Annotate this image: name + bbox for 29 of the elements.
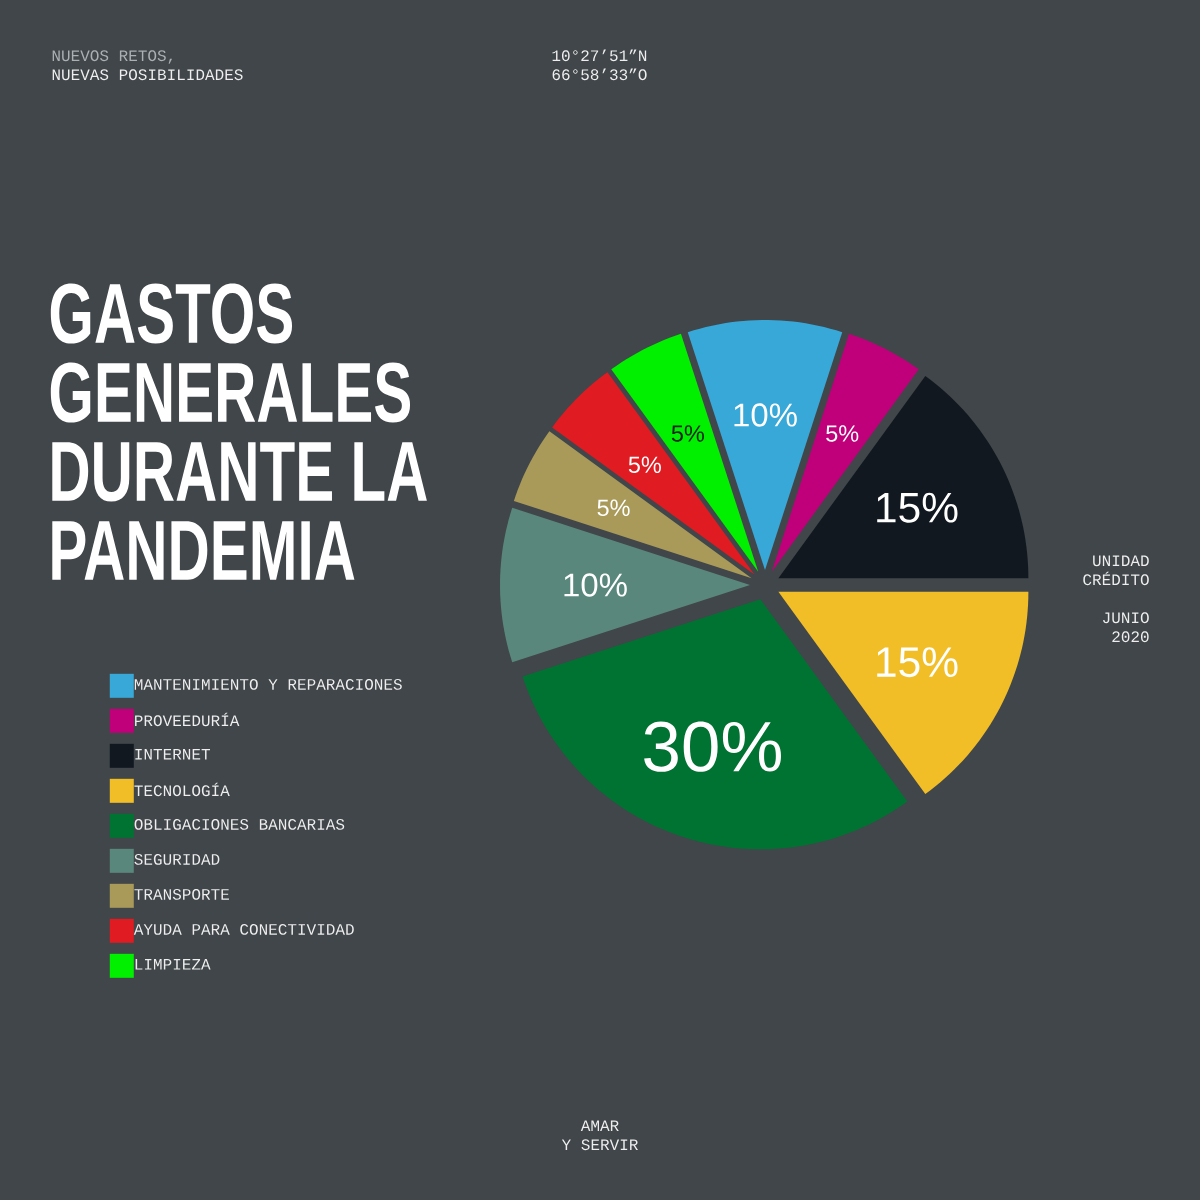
legend-label: SEGURIDAD xyxy=(134,853,220,865)
data-label: 5% xyxy=(628,456,661,474)
data-label: 15% xyxy=(877,492,958,523)
text: UNIDAD xyxy=(1093,555,1149,567)
legend-label: MANTENIMIENTO Y REPARACIONES xyxy=(134,678,402,690)
data-label: 30% xyxy=(644,721,781,772)
legend-label: TECNOLOGÍA xyxy=(134,782,230,797)
data-label: 10% xyxy=(734,403,797,427)
data-label: 5% xyxy=(826,425,859,442)
legend-label: LIMPIEZA xyxy=(135,959,211,970)
text: JUNIO xyxy=(1102,612,1149,624)
text: CRÉDITO xyxy=(1083,571,1149,586)
data-label: 5% xyxy=(671,425,704,442)
text: NUEVAS POSIBILIDADES xyxy=(52,69,243,81)
legend-label: AYUDA PARA CONECTIVIDAD xyxy=(133,923,354,935)
legend-label: PROVEEDURÍA xyxy=(135,712,240,727)
legend-label: TRANSPORTE xyxy=(134,888,229,900)
data-label: 15% xyxy=(877,647,958,678)
text: NUEVOS RETOS, xyxy=(52,50,173,64)
text: Y SERVIR xyxy=(561,1139,638,1151)
text: 66°58’33”O xyxy=(552,68,647,81)
data-label: 5% xyxy=(597,499,630,517)
text: AMAR xyxy=(580,1120,619,1132)
legend-label: OBLIGACIONES BANCARIAS xyxy=(134,818,345,830)
text: 2020 xyxy=(1112,631,1149,643)
text: GASTOS GENERALES DURANTE LA PANDEMIA xyxy=(50,283,427,580)
data-label: 10% xyxy=(564,573,627,597)
text: 10°27’51”N xyxy=(552,49,647,62)
legend-label: INTERNET xyxy=(135,749,210,760)
